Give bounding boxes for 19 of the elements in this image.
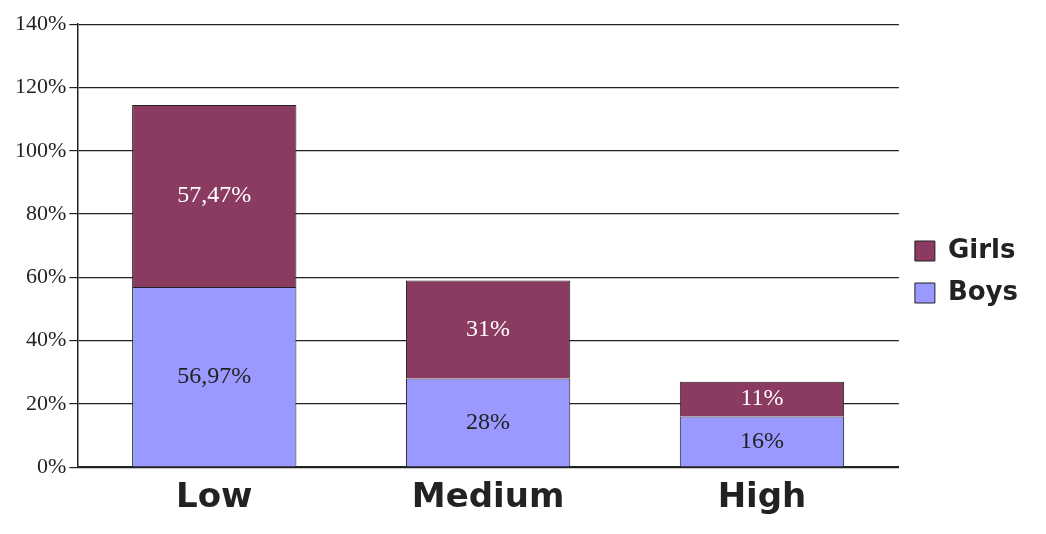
- data-label: 57,47%: [177, 181, 252, 208]
- x-tick-label: Medium: [411, 475, 565, 516]
- data-label: 16%: [739, 426, 784, 453]
- y-tick-label: 60%: [26, 263, 67, 289]
- y-tick-label: 40%: [26, 326, 67, 352]
- data-label: 56,97%: [177, 362, 252, 389]
- y-tick-label: 120%: [15, 73, 67, 99]
- data-label: 11%: [740, 384, 784, 411]
- x-tick-label: Low: [176, 475, 253, 516]
- legend-label: Boys: [947, 275, 1019, 306]
- y-tick-label: 80%: [26, 199, 67, 225]
- data-label: 31%: [466, 314, 511, 341]
- x-tick-label: High: [717, 475, 807, 516]
- data-label: 28%: [466, 407, 511, 434]
- y-tick-label: 100%: [15, 136, 67, 162]
- y-tick-label: 140%: [15, 9, 67, 35]
- y-tick-label: 20%: [26, 389, 67, 415]
- legend-label: Girls: [947, 233, 1016, 264]
- y-tick-label: 0%: [37, 452, 67, 478]
